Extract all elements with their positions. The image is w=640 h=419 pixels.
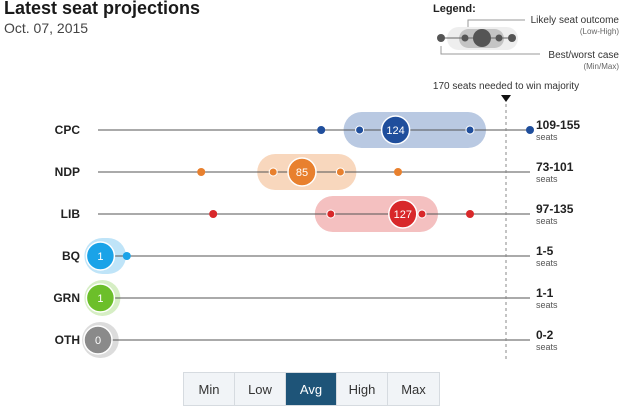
high-dot	[335, 167, 345, 177]
avg-value: 0	[95, 335, 101, 347]
party-label: OTH	[55, 333, 80, 347]
avg-dot	[287, 157, 317, 187]
low-dot	[268, 167, 278, 177]
avg-value: 85	[296, 167, 308, 179]
avg-dot	[85, 241, 116, 271]
legend-likely-sub: (Low-High)	[580, 27, 619, 36]
min-dot	[317, 126, 326, 134]
party-label: NDP	[55, 165, 80, 179]
seats-unit-label: seats	[536, 132, 558, 142]
min-dot	[197, 168, 206, 176]
max-dot	[526, 126, 534, 134]
party-label: CPC	[55, 123, 81, 137]
avg-dot	[83, 325, 113, 355]
range-label: 109-155	[536, 118, 580, 132]
low-dot	[326, 209, 336, 219]
legend-low-dot	[461, 34, 469, 42]
min-dot	[209, 210, 218, 218]
low-dot	[355, 125, 365, 135]
legend-min-dot	[437, 34, 445, 42]
range-label: 73-101	[536, 160, 574, 174]
seats-unit-label: seats	[536, 342, 558, 352]
avg-value: 1	[97, 251, 103, 263]
legend-high-dot	[495, 34, 503, 42]
seats-unit-label: seats	[536, 300, 558, 310]
avg-dot	[380, 115, 411, 145]
legend-likely-bracket	[467, 19, 525, 27]
seat-projection-chart: Legend: Likely seat outcome(Low-High) Best…	[53, 3, 619, 362]
party-label: LIB	[61, 207, 81, 221]
high-dot	[417, 209, 427, 219]
range-label: 0-2	[536, 328, 554, 342]
max-dot	[122, 252, 131, 260]
seats-unit-label: seats	[536, 174, 558, 184]
max-dot	[466, 210, 474, 218]
seats-unit-label: seats	[536, 258, 558, 268]
avg-value: 127	[394, 209, 412, 221]
legend-best-sub: (Min/Max)	[583, 62, 619, 71]
low-button[interactable]: Low	[235, 373, 286, 405]
page-title: Latest seat projections	[4, 0, 201, 18]
legend-avg-dot	[473, 29, 491, 47]
view-toggle: Min Low Avg High Max	[183, 372, 440, 406]
legend-best-label: Best/worst case	[548, 50, 619, 61]
avg-dot	[85, 283, 116, 313]
max-button[interactable]: Max	[388, 373, 439, 405]
max-dot	[394, 168, 402, 176]
majority-marker-icon	[501, 95, 511, 102]
seats-unit-label: seats	[536, 216, 558, 226]
majority-label: 170 seats needed to win majority	[433, 81, 579, 92]
legend-title: Legend:	[433, 3, 476, 15]
avg-value: 124	[386, 125, 404, 137]
range-label: 97-135	[536, 202, 574, 216]
range-label: 1-1	[536, 286, 554, 300]
range-label: 1-5	[536, 244, 554, 258]
high-button[interactable]: High	[337, 373, 388, 405]
avg-value: 1	[97, 293, 103, 305]
high-dot	[465, 125, 475, 135]
min-button[interactable]: Min	[184, 373, 235, 405]
party-label: BQ	[62, 249, 80, 263]
projection-date: Oct. 07, 2015	[4, 20, 89, 36]
avg-button[interactable]: Avg	[286, 373, 337, 405]
legend-best-bracket	[440, 46, 540, 55]
legend-likely-label: Likely seat outcome	[531, 15, 620, 26]
avg-dot	[388, 199, 418, 229]
legend: Legend: Likely seat outcome(Low-High) Best…	[433, 3, 619, 71]
party-label: GRN	[53, 291, 80, 305]
legend-max-dot	[508, 34, 516, 42]
